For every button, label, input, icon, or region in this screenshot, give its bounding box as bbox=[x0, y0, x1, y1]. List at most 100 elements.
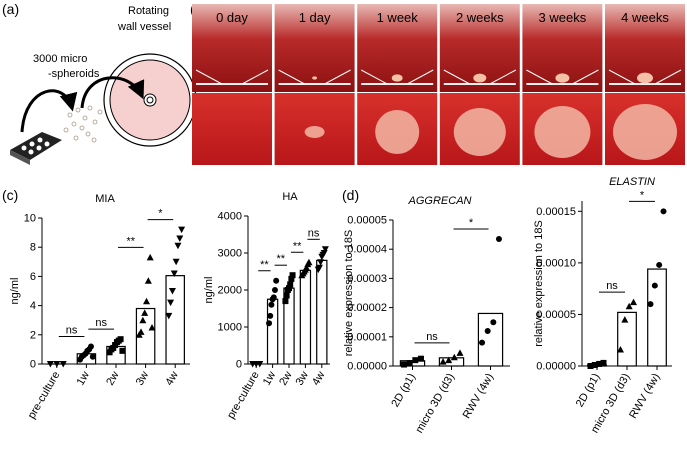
data-point bbox=[660, 208, 667, 215]
chart-title: ELASTIN bbox=[609, 176, 655, 188]
vessel-core bbox=[146, 96, 154, 104]
guide bbox=[654, 69, 682, 85]
data-point bbox=[287, 281, 294, 288]
data-point bbox=[417, 355, 424, 362]
tissue-top bbox=[637, 72, 653, 84]
guide bbox=[443, 69, 471, 85]
y-tick-label: 4000 bbox=[218, 211, 242, 223]
significance-label: ** bbox=[260, 259, 269, 271]
data-point bbox=[484, 327, 491, 334]
x-tick-label: pre-culture bbox=[26, 370, 63, 422]
data-point bbox=[450, 353, 458, 361]
tissue bbox=[613, 104, 677, 160]
tissue bbox=[375, 110, 420, 154]
chart-title: HA bbox=[282, 191, 298, 203]
y-tick-label: 2000 bbox=[218, 285, 242, 297]
photo-label: 0 day bbox=[216, 10, 248, 25]
x-tick-label: 4w bbox=[310, 369, 327, 387]
y-tick-label: 0.00005 bbox=[536, 309, 576, 321]
significance-label: ** bbox=[277, 253, 286, 265]
y-tick-label: 0 bbox=[236, 359, 242, 371]
photo-grid: 0 day 1 day 1 week 2 weeks 3 weeks 4 weeks bbox=[192, 4, 685, 165]
panel-label: (d) bbox=[342, 187, 359, 203]
photo-label: 2 weeks bbox=[456, 10, 504, 25]
data-point bbox=[168, 288, 176, 295]
data-point bbox=[305, 258, 313, 266]
chart-title: AGGRECAN bbox=[408, 195, 472, 207]
tissue-top bbox=[473, 73, 487, 83]
tissue-top bbox=[312, 76, 318, 80]
x-tick-label: 2D (p1) bbox=[389, 372, 418, 410]
data-point bbox=[303, 264, 311, 271]
tissue-top bbox=[391, 74, 403, 82]
spheroids-label: 3000 micro bbox=[33, 53, 87, 65]
y-tick-label: 0 bbox=[30, 359, 36, 371]
x-tick-label: 4w bbox=[163, 369, 180, 387]
guide bbox=[241, 69, 269, 85]
guide bbox=[406, 69, 434, 85]
bar bbox=[299, 269, 312, 365]
y-axis-label: relative expression to 18S bbox=[343, 230, 355, 357]
data-point bbox=[283, 292, 290, 299]
tissue-top bbox=[555, 73, 570, 83]
photo-top bbox=[192, 4, 272, 92]
data-point bbox=[273, 277, 280, 284]
spheroids-label: -spheroids bbox=[48, 68, 100, 80]
data-point bbox=[651, 282, 658, 289]
x-tick-label: RWV (4w) bbox=[461, 372, 496, 421]
x-tick-label: 1w bbox=[75, 369, 92, 387]
y-tick-label: 0.00010 bbox=[536, 257, 576, 269]
y-tick-label: 4 bbox=[30, 300, 36, 312]
photo-label: 3 weeks bbox=[539, 10, 587, 25]
data-point bbox=[456, 349, 464, 356]
vessel-core bbox=[143, 93, 157, 107]
data-point bbox=[317, 259, 325, 266]
y-tick-label: 0.00005 bbox=[347, 215, 387, 227]
guide bbox=[360, 69, 388, 85]
data-point bbox=[630, 298, 638, 306]
data-point bbox=[315, 264, 323, 272]
data-point bbox=[495, 235, 502, 242]
guide bbox=[572, 69, 599, 85]
data-point bbox=[321, 246, 329, 253]
significance-label: * bbox=[469, 217, 474, 229]
y-axis-label: ng/ml bbox=[9, 278, 21, 305]
data-point bbox=[53, 361, 61, 368]
data-point bbox=[289, 272, 296, 279]
significance-label: ns bbox=[66, 324, 78, 336]
data-point bbox=[591, 361, 598, 368]
y-tick-label: 3000 bbox=[218, 248, 242, 260]
guide bbox=[324, 69, 351, 85]
significance-label: ns bbox=[308, 227, 320, 239]
data-point bbox=[288, 275, 295, 282]
data-point bbox=[144, 277, 152, 284]
data-point bbox=[268, 301, 275, 308]
y-axis-label: relative expression to 18S bbox=[533, 220, 545, 347]
significance-label: ns bbox=[95, 317, 107, 329]
data-point bbox=[445, 356, 453, 364]
y-tick-label: 0.00000 bbox=[347, 361, 387, 373]
chart-title: MIA bbox=[95, 193, 115, 205]
photo-label: 1 day bbox=[299, 10, 331, 25]
x-tick-label: 2w bbox=[104, 369, 121, 387]
x-tick-label: 2D (p1) bbox=[574, 372, 603, 410]
guide bbox=[278, 69, 305, 85]
data-point bbox=[178, 226, 186, 234]
y-tick-label: 0.00001 bbox=[347, 331, 387, 343]
data-point bbox=[490, 319, 497, 326]
data-point bbox=[174, 242, 182, 250]
data-point bbox=[148, 324, 156, 331]
guide bbox=[195, 69, 223, 85]
data-point bbox=[587, 363, 594, 369]
data-point bbox=[412, 357, 419, 364]
guide bbox=[489, 69, 517, 85]
data-point bbox=[165, 312, 173, 320]
data-point bbox=[266, 320, 273, 327]
data-point bbox=[117, 336, 124, 343]
data-point bbox=[89, 353, 96, 360]
photo-bottom bbox=[192, 93, 272, 165]
data-point bbox=[146, 253, 154, 261]
data-point bbox=[176, 235, 184, 242]
y-tick-label: 0.00004 bbox=[347, 244, 387, 256]
